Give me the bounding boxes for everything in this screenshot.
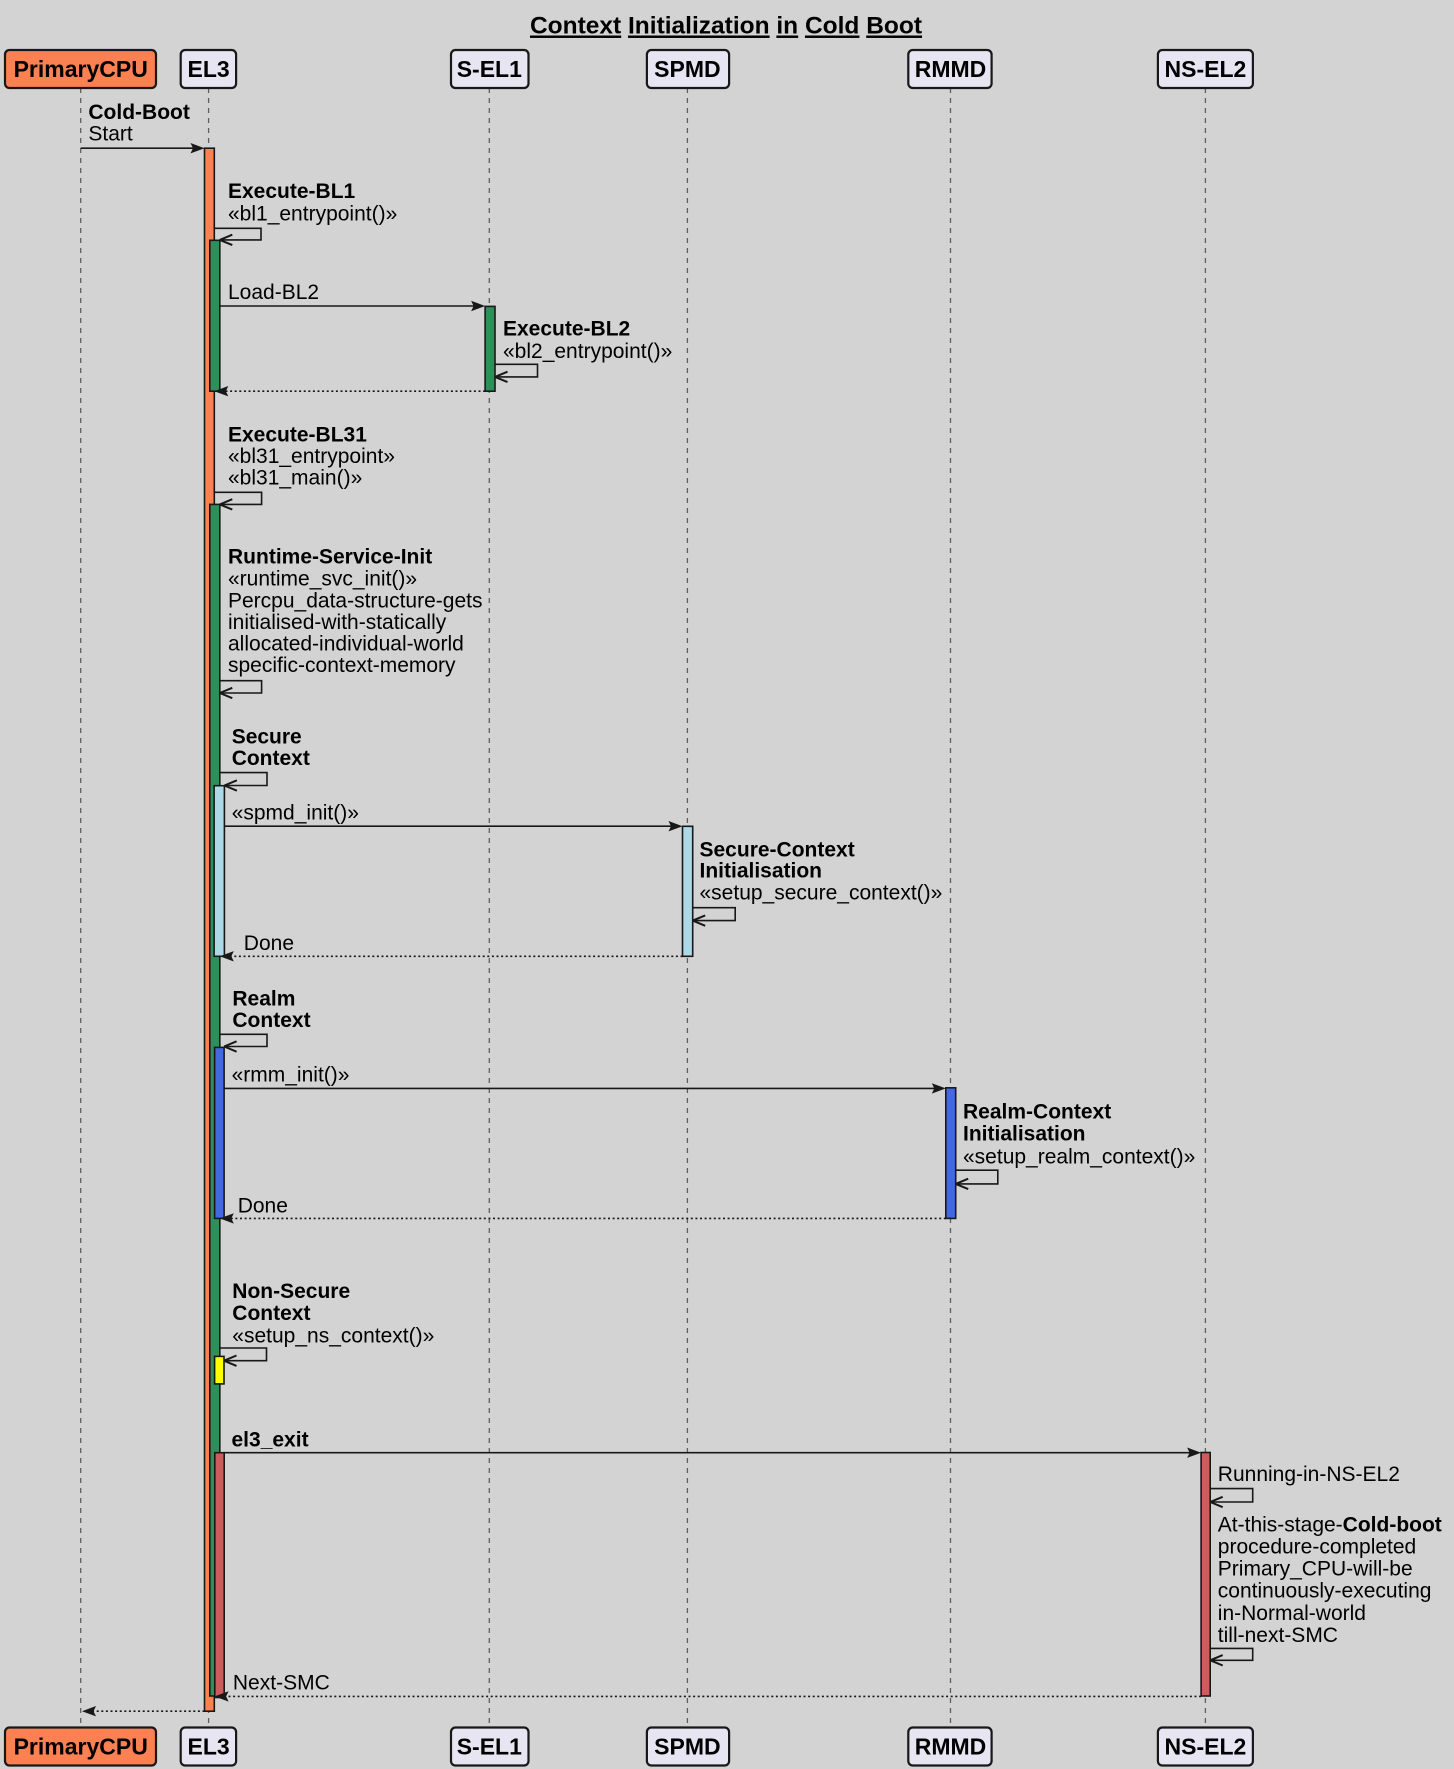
svg-text:PrimaryCPU: PrimaryCPU: [14, 1733, 148, 1759]
svg-text:SPMD: SPMD: [654, 1733, 720, 1759]
svg-text:«bl31_main()»: «bl31_main()»: [228, 467, 362, 490]
svg-text:PrimaryCPU: PrimaryCPU: [14, 56, 148, 82]
svg-text:Secure-Context: Secure-Context: [700, 839, 855, 862]
svg-text:Secure: Secure: [232, 726, 302, 749]
svg-text:EL3: EL3: [188, 56, 230, 82]
svg-text:till-next-SMC: till-next-SMC: [1218, 1624, 1338, 1647]
svg-text:Percpu_data-structure-gets: Percpu_data-structure-gets: [228, 589, 482, 612]
svg-text:Execute-BL2: Execute-BL2: [503, 318, 630, 341]
svg-text:Execute-BL1: Execute-BL1: [228, 180, 356, 203]
svg-text:«bl31_entrypoint»: «bl31_entrypoint»: [228, 445, 395, 468]
svg-text:«rmm_init()»: «rmm_init()»: [232, 1064, 350, 1087]
svg-text:el3_exit: el3_exit: [232, 1429, 309, 1452]
svg-text:allocated-individual-world: allocated-individual-world: [228, 633, 464, 656]
svg-text:«setup_ns_context()»: «setup_ns_context()»: [232, 1324, 434, 1347]
svg-text:«bl1_entrypoint()»: «bl1_entrypoint()»: [228, 203, 397, 226]
svg-text:Running-in-NS-EL2: Running-in-NS-EL2: [1218, 1463, 1400, 1486]
svg-text:«runtime_svc_init()»: «runtime_svc_init()»: [228, 568, 417, 591]
svg-text:Realm: Realm: [232, 988, 295, 1011]
svg-text:Context: Context: [232, 747, 310, 770]
svg-text:Load-BL2: Load-BL2: [228, 281, 319, 304]
svg-text:Primary_CPU-will-be: Primary_CPU-will-be: [1218, 1558, 1413, 1581]
svg-text:«spmd_init()»: «spmd_init()»: [232, 802, 359, 825]
svg-text:Context Initialization in Cold: Context Initialization in Cold Boot: [530, 13, 922, 40]
svg-text:Initialisation: Initialisation: [963, 1123, 1086, 1146]
svg-text:Execute-BL31: Execute-BL31: [228, 424, 367, 447]
svg-text:Done: Done: [238, 1195, 288, 1218]
svg-text:RMMD: RMMD: [915, 1733, 987, 1759]
svg-text:Next-SMC: Next-SMC: [233, 1671, 330, 1694]
svg-text:NS-EL2: NS-EL2: [1165, 56, 1247, 82]
svg-text:Cold-Boot: Cold-Boot: [88, 101, 189, 124]
svg-text:S-EL1: S-EL1: [457, 56, 522, 82]
svg-text:Done: Done: [244, 932, 294, 955]
svg-text:procedure-completed: procedure-completed: [1218, 1536, 1416, 1559]
svg-text:EL3: EL3: [188, 1733, 230, 1759]
svg-text:specific-context-memory: specific-context-memory: [228, 654, 456, 677]
svg-text:SPMD: SPMD: [654, 56, 720, 82]
svg-text:Start: Start: [88, 122, 133, 145]
svg-text:«setup_secure_context()»: «setup_secure_context()»: [700, 882, 943, 905]
svg-text:Runtime-Service-Init: Runtime-Service-Init: [228, 545, 432, 568]
svg-text:Realm-Context: Realm-Context: [963, 1101, 1111, 1124]
svg-text:Non-Secure: Non-Secure: [232, 1280, 350, 1303]
svg-text:Initialisation: Initialisation: [700, 860, 823, 883]
svg-text:At-this-stage-Cold-boot: At-this-stage-Cold-boot: [1218, 1513, 1442, 1536]
svg-text:Context: Context: [232, 1009, 310, 1032]
svg-text:in-Normal-world: in-Normal-world: [1218, 1602, 1366, 1625]
svg-text:continuously-executing: continuously-executing: [1218, 1580, 1432, 1603]
svg-text:RMMD: RMMD: [915, 56, 987, 82]
svg-text:«setup_realm_context()»: «setup_realm_context()»: [963, 1146, 1195, 1169]
svg-text:S-EL1: S-EL1: [457, 1733, 522, 1759]
svg-text:«bl2_entrypoint()»: «bl2_entrypoint()»: [503, 340, 672, 363]
svg-text:NS-EL2: NS-EL2: [1165, 1733, 1247, 1759]
svg-text:Context: Context: [232, 1302, 310, 1325]
svg-text:initialised-with-statically: initialised-with-statically: [228, 611, 447, 634]
